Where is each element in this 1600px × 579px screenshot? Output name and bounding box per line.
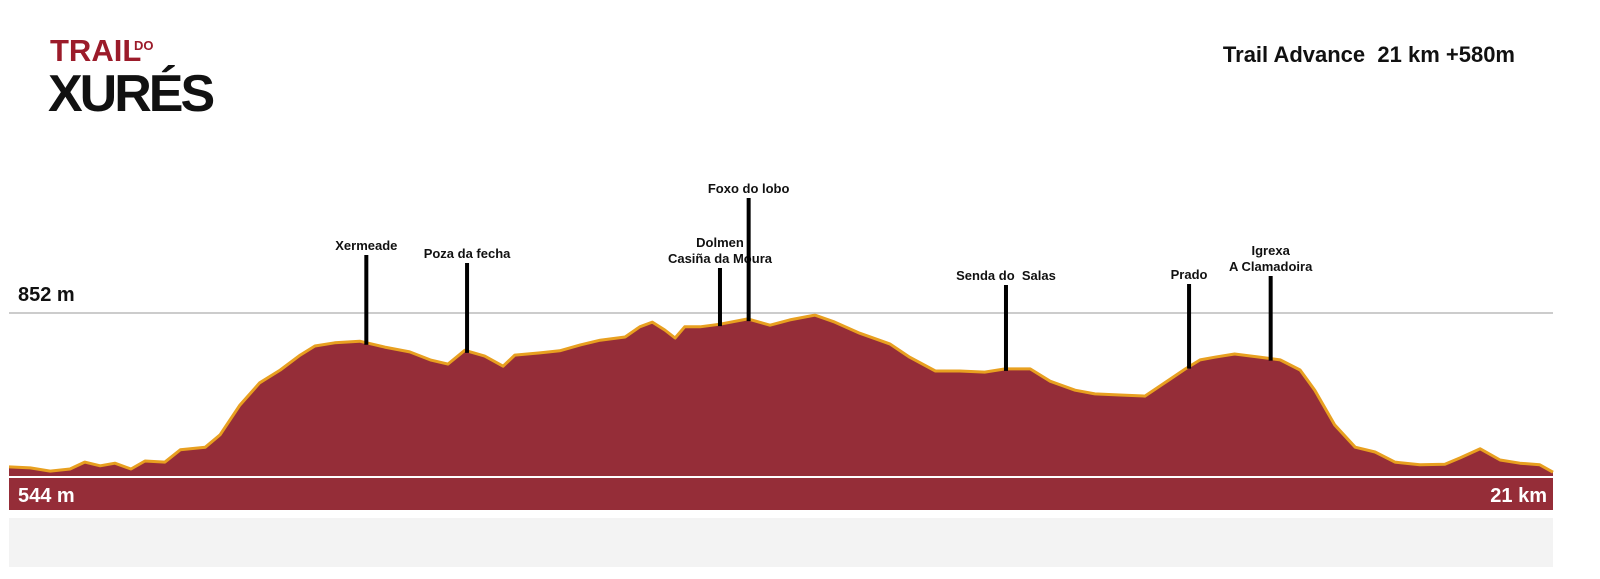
waypoint-label: Foxo do lobo (708, 181, 790, 196)
x-tick-label: 21 km (1490, 485, 1547, 507)
waypoint-label: A Clamadoira (1229, 259, 1313, 274)
waypoint-label: Igrexa (1252, 243, 1291, 258)
y-tick-label: 544 m (18, 485, 75, 507)
area-fill (9, 315, 1553, 477)
base-band (9, 477, 1553, 510)
logo: TRAIL DO XURÉS (48, 33, 216, 123)
waypoint-label: Prado (1171, 267, 1208, 282)
bottom-strip (9, 518, 1553, 567)
waypoint-label: Casiña da Moura (668, 251, 773, 266)
waypoint-label: Dolmen (696, 235, 744, 250)
logo-do: DO (134, 38, 154, 53)
waypoint-label: Senda do Salas (956, 268, 1056, 283)
logo-trail: TRAIL (50, 33, 141, 68)
y-tick-label: 852 m (18, 284, 75, 306)
waypoint-label: Xermeade (335, 238, 397, 253)
logo-xures: XURÉS (48, 65, 213, 123)
chart-title: Trail Advance 21 km +580m (1223, 42, 1515, 67)
waypoint-label: Poza da fecha (424, 246, 511, 261)
